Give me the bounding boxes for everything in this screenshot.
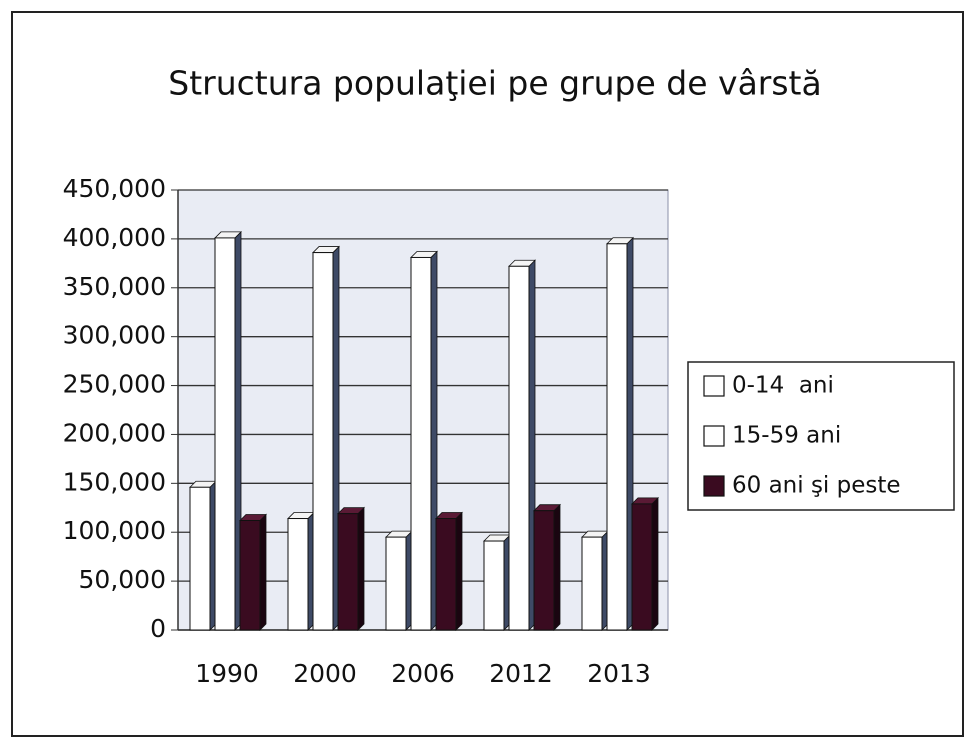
y-tick-label: 450,000 — [63, 174, 166, 203]
bar — [435, 518, 457, 631]
x-tick-label: 2006 — [391, 659, 455, 688]
bar — [483, 540, 505, 631]
bar — [239, 519, 261, 631]
bar — [581, 536, 603, 631]
bar-side — [651, 496, 659, 631]
bar-side — [455, 511, 463, 631]
bar — [606, 243, 628, 631]
bar — [189, 486, 211, 631]
y-tick-label: 300,000 — [63, 321, 166, 350]
bar — [312, 252, 334, 631]
y-tick-label: 100,000 — [63, 516, 166, 545]
bar — [337, 513, 359, 631]
legend-label: 15-59 ani — [732, 423, 841, 449]
x-tick-label: 2012 — [489, 659, 553, 688]
legend-swatch — [703, 475, 725, 497]
legend-label: 0-14 ani — [732, 373, 834, 399]
bar-side — [357, 506, 365, 631]
bar — [533, 510, 555, 631]
x-tick-label: 2000 — [293, 659, 357, 688]
bar — [410, 256, 432, 631]
legend-box — [687, 361, 955, 511]
chart-title: Structura populaţiei pe grupe de vârstă — [168, 64, 821, 103]
y-tick-label: 400,000 — [63, 223, 166, 252]
bar — [287, 518, 309, 631]
legend-swatch — [703, 375, 725, 397]
bar — [385, 536, 407, 631]
bar — [508, 265, 530, 631]
bar — [631, 503, 653, 631]
legend-label: 60 ani şi peste — [732, 473, 901, 499]
bar — [214, 237, 236, 631]
y-tick-label: 150,000 — [63, 467, 166, 496]
x-tick-label: 2013 — [587, 659, 651, 688]
y-tick-label: 0 — [150, 614, 166, 643]
x-tick-label: 1990 — [195, 659, 259, 688]
bar-side — [553, 503, 561, 631]
bar-side — [259, 513, 267, 631]
legend-swatch — [703, 425, 725, 447]
y-tick-label: 350,000 — [63, 272, 166, 301]
y-tick-label: 200,000 — [63, 418, 166, 447]
y-tick-label: 50,000 — [79, 565, 166, 594]
y-tick-label: 250,000 — [63, 370, 166, 399]
